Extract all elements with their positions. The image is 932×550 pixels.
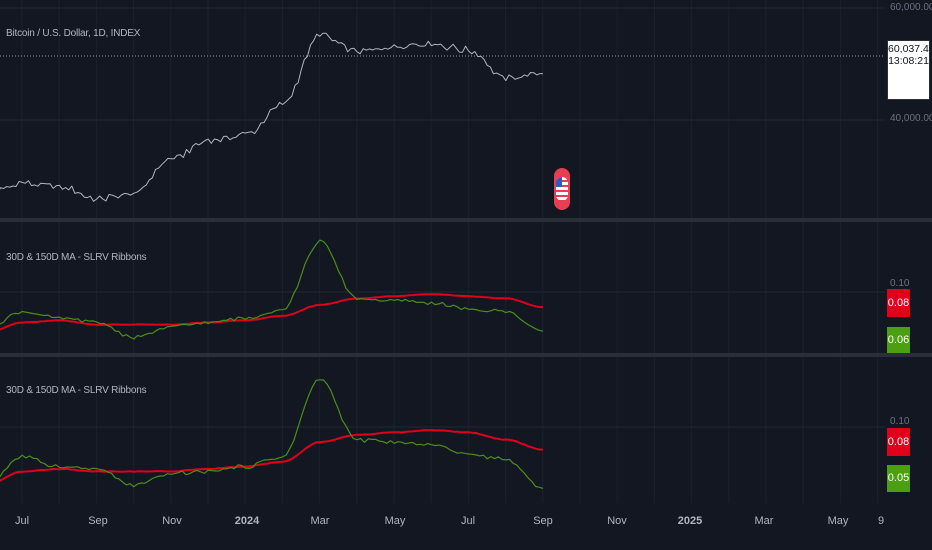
time-label-sep-2023: Sep bbox=[88, 515, 108, 527]
time-label-sep-2024: Sep bbox=[533, 515, 553, 527]
ma30-series-line bbox=[0, 239, 544, 340]
indicator-1-ma150-badge: 0.08 bbox=[887, 289, 910, 317]
ma30-series-line bbox=[0, 379, 544, 489]
time-label-2025: 2025 bbox=[677, 515, 703, 527]
ma150-series-line bbox=[0, 293, 544, 331]
indicator-2-title: 30D & 150D MA - SLRV Ribbons bbox=[6, 385, 147, 396]
indicator-1-axis-label: 0.10 bbox=[890, 278, 910, 289]
indicator-2-chart[interactable] bbox=[0, 357, 932, 503]
time-label-9: 9 bbox=[877, 515, 885, 527]
countdown: 13:08:21 bbox=[888, 55, 929, 67]
pane-divider-2[interactable] bbox=[0, 353, 932, 357]
time-label-mar-2025: Mar bbox=[754, 515, 774, 527]
time-label-nov-2023: Nov bbox=[162, 515, 182, 527]
pane-divider-1[interactable] bbox=[0, 218, 932, 222]
last-price-badge: 60,037.40 13:08:21 bbox=[887, 40, 932, 100]
price-axis-label-60000: 60,000.00 bbox=[890, 2, 932, 13]
indicator-pane-2[interactable]: 30D & 150D MA - SLRV Ribbons 0.10 0.08 0… bbox=[0, 357, 932, 503]
indicator-2-axis-label: 0.10 bbox=[890, 416, 910, 427]
time-label-mar-2024: Mar bbox=[310, 515, 330, 527]
indicator-1-title: 30D & 150D MA - SLRV Ribbons bbox=[6, 252, 147, 263]
time-label-nov-2024: Nov bbox=[607, 515, 627, 527]
indicator-2-ma150-badge: 0.08 bbox=[887, 428, 910, 456]
indicator-pane-1[interactable]: 30D & 150D MA - SLRV Ribbons 0.10 0.08 0… bbox=[0, 222, 932, 354]
time-label-2024: 2024 bbox=[234, 515, 260, 527]
price-pane[interactable]: Bitcoin / U.S. Dollar, 1D, INDEX 60,000.… bbox=[0, 0, 932, 218]
time-label-jul-2023: Jul bbox=[14, 515, 30, 527]
ma150-series-line bbox=[0, 429, 543, 482]
time-label-may-2024: May bbox=[384, 515, 406, 527]
price-series-line bbox=[0, 32, 544, 202]
symbol-title: Bitcoin / U.S. Dollar, 1D, INDEX bbox=[6, 28, 141, 39]
price-axis-label-40000: 40,000.00 bbox=[890, 113, 932, 124]
time-label-may-2025: May bbox=[827, 515, 849, 527]
indicator-1-chart[interactable] bbox=[0, 222, 932, 353]
us-flag-icon[interactable] bbox=[554, 168, 570, 210]
indicator-1-ma30-badge: 0.06 bbox=[887, 327, 910, 354]
price-chart[interactable] bbox=[0, 0, 932, 218]
time-axis[interactable]: Jul Sep Nov 2024 Mar May Jul Sep Nov 202… bbox=[0, 503, 932, 550]
indicator-2-ma30-badge: 0.05 bbox=[887, 465, 910, 492]
last-price: 60,037.40 bbox=[888, 43, 932, 55]
time-label-jul-2024: Jul bbox=[460, 515, 476, 527]
